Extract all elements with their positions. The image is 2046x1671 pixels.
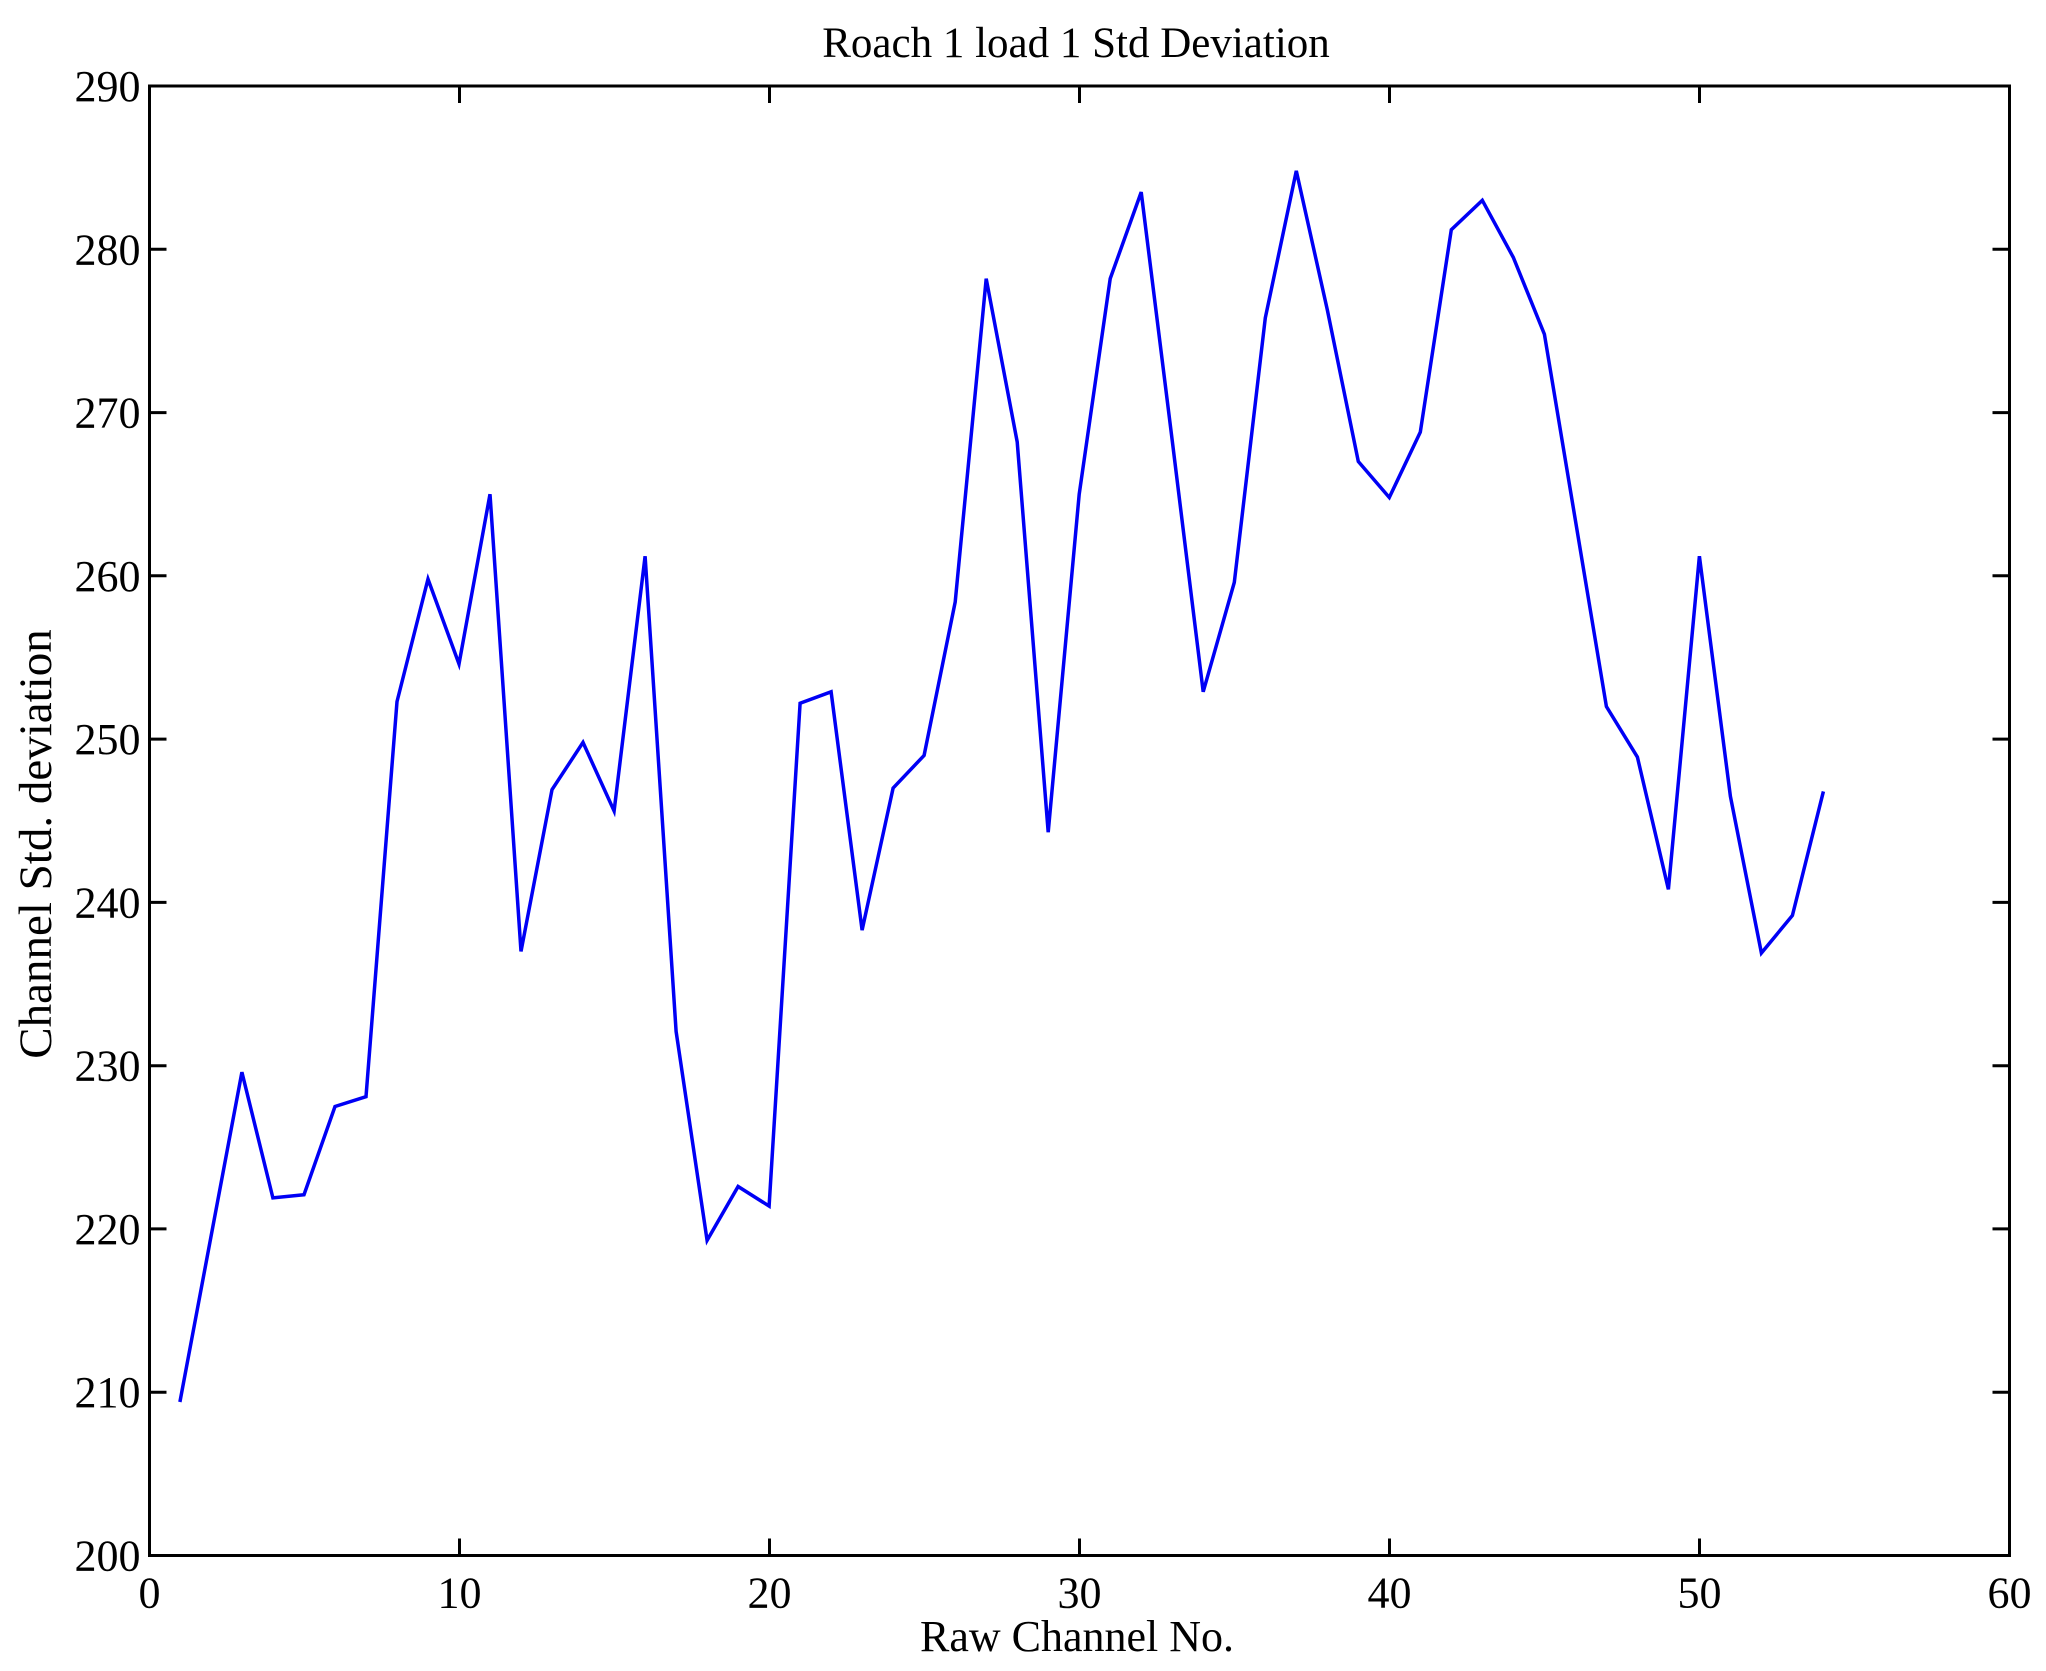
svg-text:0: 0 <box>139 1569 161 1618</box>
svg-text:270: 270 <box>75 389 141 438</box>
svg-text:210: 210 <box>75 1368 141 1417</box>
svg-text:230: 230 <box>75 1042 141 1091</box>
svg-text:10: 10 <box>438 1569 482 1618</box>
svg-text:280: 280 <box>75 225 141 274</box>
svg-text:200: 200 <box>75 1532 141 1581</box>
svg-text:260: 260 <box>75 552 141 601</box>
svg-text:Roach 1 load 1 Std Deviation: Roach 1 load 1 Std Deviation <box>822 20 1330 67</box>
svg-text:290: 290 <box>75 62 141 111</box>
svg-text:Raw Channel No.: Raw Channel No. <box>920 1612 1234 1661</box>
svg-text:Channel Std. deviation: Channel Std. deviation <box>10 629 62 1058</box>
svg-text:240: 240 <box>75 878 141 927</box>
svg-text:50: 50 <box>1678 1569 1722 1618</box>
svg-text:250: 250 <box>75 715 141 764</box>
svg-text:30: 30 <box>1058 1569 1102 1618</box>
svg-text:40: 40 <box>1368 1569 1412 1618</box>
svg-text:60: 60 <box>1988 1569 2032 1618</box>
svg-text:20: 20 <box>748 1569 792 1618</box>
svg-text:220: 220 <box>75 1205 141 1254</box>
